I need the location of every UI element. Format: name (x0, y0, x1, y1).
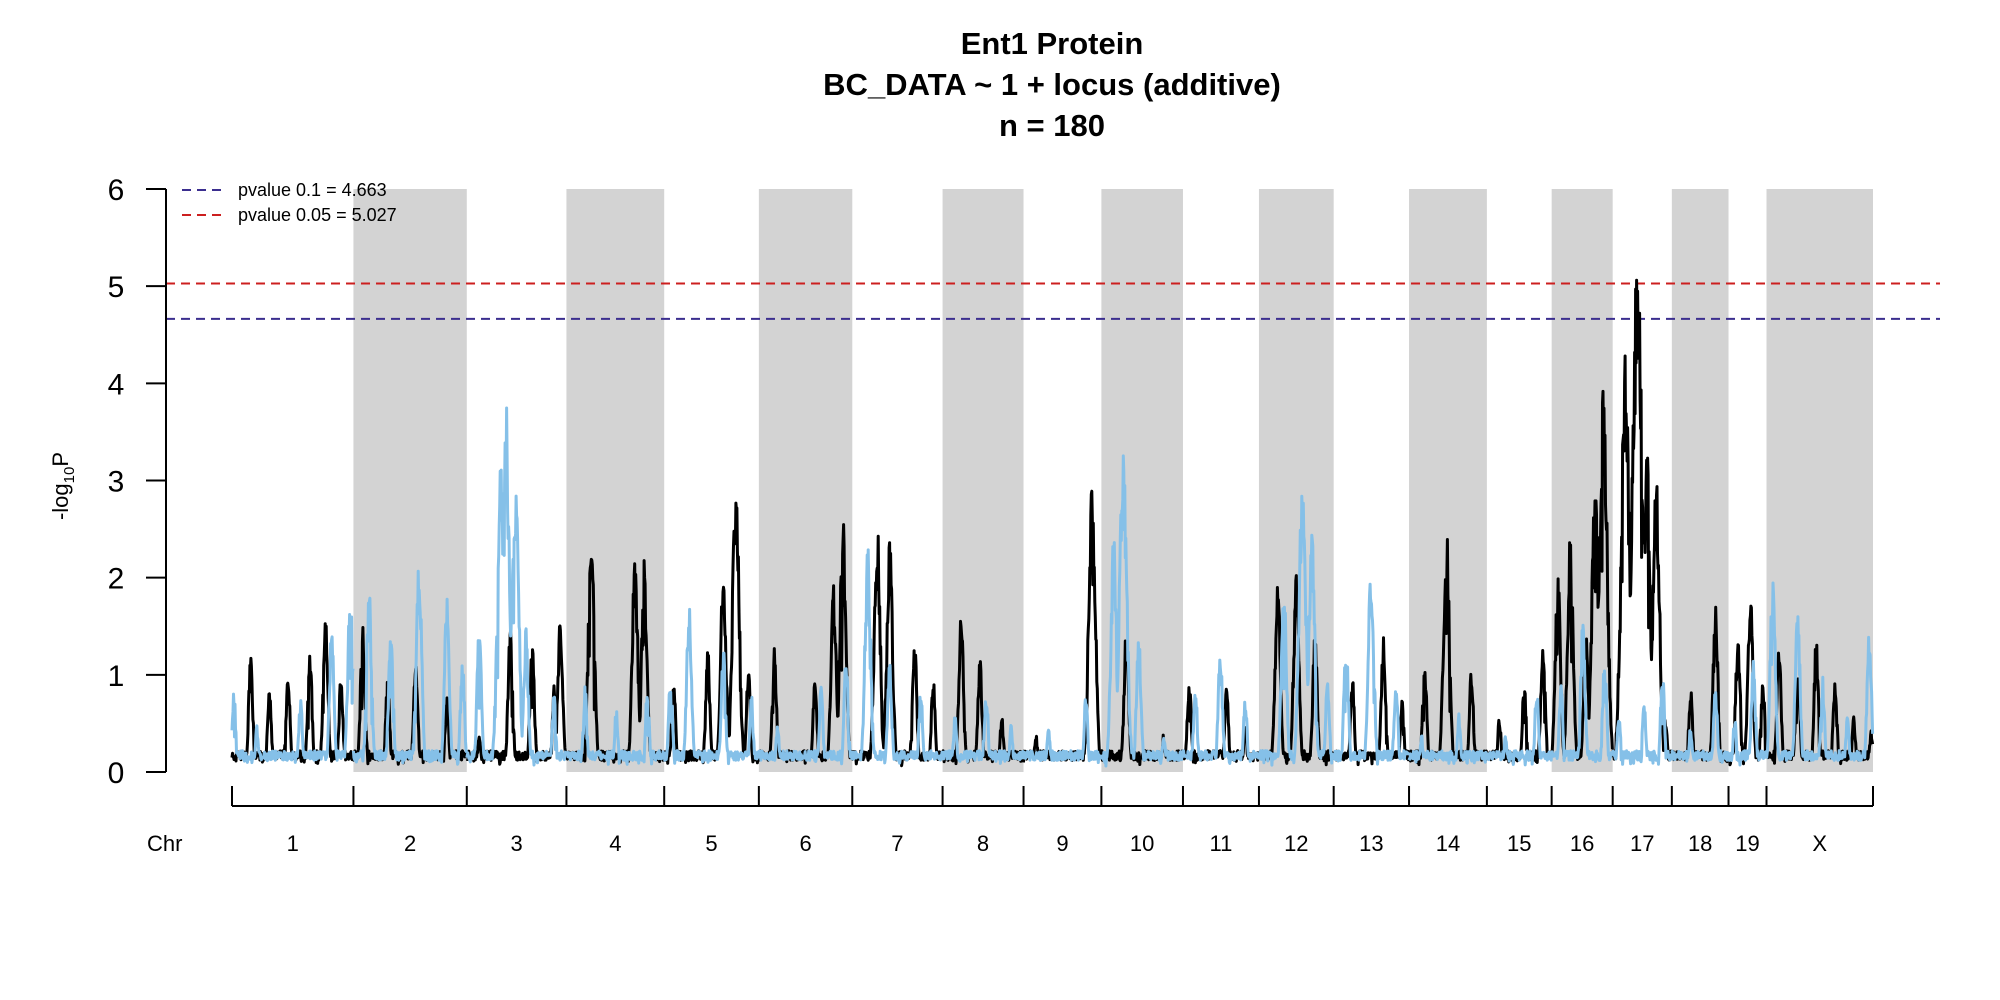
chr-label-14: 14 (1436, 831, 1460, 856)
chr-label-12: 12 (1284, 831, 1308, 856)
chr-label-4: 4 (609, 831, 621, 856)
y-tick-label: 5 (108, 271, 125, 304)
chr-label-1: 1 (287, 831, 299, 856)
chr-label-2: 2 (404, 831, 416, 856)
title-line-0: Ent1 Protein (961, 26, 1144, 61)
title-line-2: n = 180 (999, 108, 1105, 143)
series-line-1 (230, 406, 1875, 768)
chr-label-6: 6 (799, 831, 811, 856)
threshold-lines (166, 282, 1940, 320)
y-axis-label-subscript: 10 (61, 467, 78, 484)
y-axis: 0 1 2 3 4 5 6 (108, 174, 167, 790)
chr-label-17: 17 (1630, 831, 1654, 856)
chr-label-7: 7 (891, 831, 903, 856)
y-axis-label-tail: P (48, 452, 73, 467)
chromosome-band-8 (942, 189, 1024, 772)
y-tick-label: 6 (108, 174, 125, 207)
y-axis-label-base: -log (48, 483, 73, 520)
chr-axis-title: Chr (147, 831, 182, 856)
chromosome-band-X (1766, 189, 1873, 772)
chr-label-11: 11 (1210, 831, 1233, 856)
legend-label-0: pvalue 0.1 = 4.663 (238, 180, 387, 200)
chromosome-band-4 (566, 189, 665, 772)
y-tick-label: 3 (108, 466, 125, 499)
title-line-1: BC_DATA ~ 1 + locus (additive) (823, 67, 1281, 102)
y-tick-label: 1 (108, 660, 125, 693)
y-axis-label: -log10P (48, 452, 78, 520)
legend-label-1: pvalue 0.05 = 5.027 (238, 205, 397, 225)
chromosome-band-14 (1409, 189, 1487, 772)
chr-label-19: 19 (1735, 831, 1759, 856)
chr-label-13: 13 (1359, 831, 1383, 856)
chr-label-15: 15 (1507, 831, 1531, 856)
chr-label-16: 16 (1570, 831, 1594, 856)
chr-label-5: 5 (705, 831, 717, 856)
lod-series (230, 278, 1875, 768)
chr-label-8: 8 (977, 831, 989, 856)
chr-label-18: 18 (1688, 831, 1712, 856)
chart-title: Ent1 Protein BC_DATA ~ 1 + locus (additiv… (823, 26, 1281, 143)
chr-label-10: 10 (1130, 831, 1154, 856)
y-tick-label: 2 (108, 563, 125, 596)
legend: pvalue 0.1 = 4.663 pvalue 0.05 = 5.027 (182, 180, 397, 225)
chr-label-3: 3 (510, 831, 522, 856)
chromosome-band-18 (1671, 189, 1729, 772)
chr-label-9: 9 (1056, 831, 1068, 856)
chromosome-band-10 (1101, 189, 1183, 772)
chr-label-X: X (1812, 831, 1827, 856)
y-tick-label: 4 (108, 368, 125, 401)
y-tick-label: 0 (108, 757, 125, 790)
